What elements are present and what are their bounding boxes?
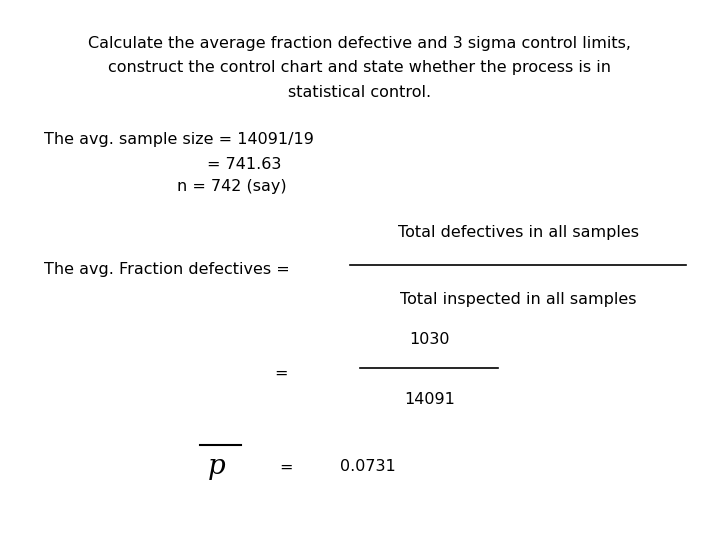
Text: 1030: 1030: [409, 332, 449, 347]
Text: construct the control chart and state whether the process is in: construct the control chart and state wh…: [109, 60, 611, 75]
Text: =: =: [279, 460, 292, 475]
Text: The avg. Fraction defectives =: The avg. Fraction defectives =: [44, 262, 289, 278]
Text: 14091: 14091: [404, 392, 454, 407]
Text: Calculate the average fraction defective and 3 sigma control limits,: Calculate the average fraction defective…: [89, 36, 631, 51]
Text: Total inspected in all samples: Total inspected in all samples: [400, 292, 636, 307]
Text: 0.0731: 0.0731: [341, 460, 396, 475]
Text: p: p: [208, 454, 225, 481]
Text: =: =: [274, 366, 288, 381]
Text: = 741.63: = 741.63: [207, 157, 282, 172]
Text: n = 742 (say): n = 742 (say): [177, 179, 287, 194]
Text: The avg. sample size = 14091/19: The avg. sample size = 14091/19: [44, 132, 314, 147]
Text: statistical control.: statistical control.: [289, 85, 431, 100]
Text: Total defectives in all samples: Total defectives in all samples: [397, 226, 639, 240]
